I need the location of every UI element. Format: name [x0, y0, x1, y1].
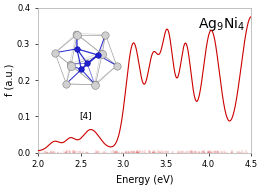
X-axis label: Energy (eV): Energy (eV)	[116, 175, 173, 185]
Text: Ag$_9$Ni$_4$: Ag$_9$Ni$_4$	[198, 15, 245, 33]
Y-axis label: f (a.u.): f (a.u.)	[4, 64, 14, 96]
